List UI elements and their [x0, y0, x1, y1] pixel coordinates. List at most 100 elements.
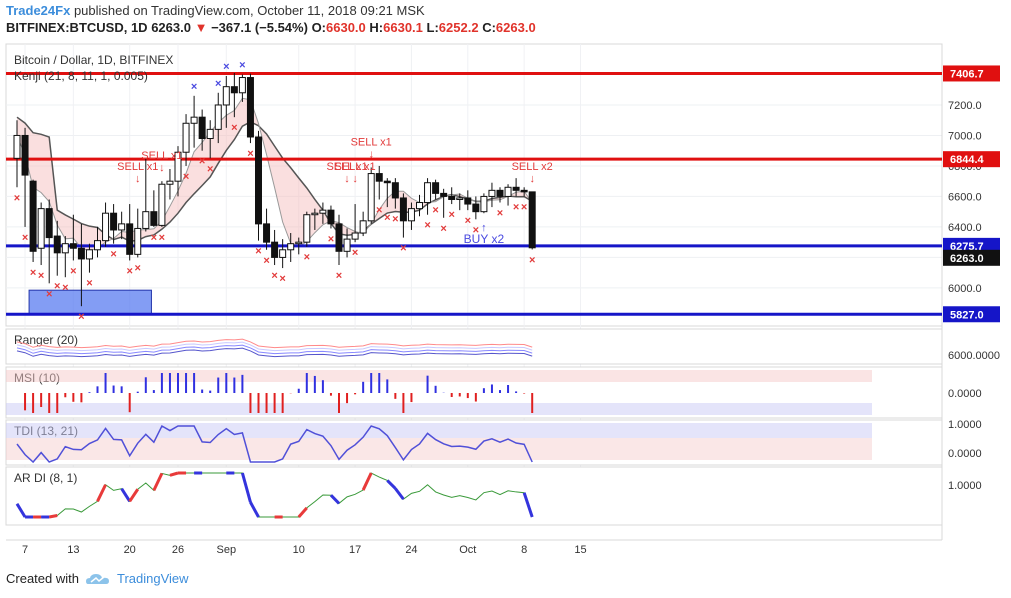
x-tick-label: Sep [217, 544, 237, 556]
candle [190, 95, 198, 148]
high-value: 6630.1 [383, 20, 423, 35]
sell-x-marker: × [352, 247, 358, 259]
ardi-signal-segment [128, 488, 139, 503]
open-value: 6630.0 [326, 20, 366, 35]
sell-x-marker: × [521, 201, 527, 213]
publisher-name[interactable]: Trade24Fx [6, 3, 71, 18]
candle [303, 211, 311, 247]
indicator-pane-title: AR DI (8, 1) [14, 471, 77, 485]
candle-body [496, 189, 504, 197]
sell-x-marker: × [465, 215, 471, 227]
last-price-tag [943, 249, 1000, 266]
sell-arrow-icon: ↓ [135, 173, 141, 185]
candle [246, 73, 254, 144]
down-arrow-icon: ▼ [194, 20, 208, 35]
candle-body [424, 182, 432, 204]
symbol-line: BITFINEX:BTCUSD, 1D 6263.0 ▼ −367.1 (−5.… [6, 19, 536, 36]
buy-x-marker: × [191, 81, 197, 93]
last-price-label: 6263.0 [950, 253, 984, 265]
close-value: 6263.0 [495, 20, 536, 35]
ranger-band-line [16, 341, 533, 352]
candle-body [391, 182, 399, 199]
sell-x-marker: × [328, 233, 334, 245]
candle [110, 204, 118, 244]
tdi-line [16, 424, 533, 464]
sell-x-marker: × [110, 249, 116, 261]
symbol-label: BITFINEX:BTCUSD, 1D [6, 20, 148, 35]
candle [432, 179, 440, 200]
x-tick-label: Oct [459, 544, 476, 556]
sell-x-marker: × [62, 282, 68, 294]
candle [198, 109, 206, 151]
candle-body [85, 249, 93, 260]
last-price: 6263.0 [151, 20, 191, 35]
sell-x-marker: × [529, 254, 535, 266]
price-pane [5, 43, 943, 327]
candle-body [448, 195, 456, 200]
candle-body [528, 191, 536, 249]
candle-body [126, 223, 134, 255]
candle-body [504, 186, 512, 197]
candle [174, 146, 182, 197]
sell-x-marker: × [376, 204, 382, 216]
candle [102, 202, 110, 247]
x-tick-label: 13 [67, 544, 79, 556]
candle-body [166, 180, 174, 185]
candle-body [303, 214, 311, 243]
sell-x-marker: × [432, 204, 438, 216]
ardi-signal-segment [169, 471, 179, 477]
candle [295, 237, 303, 255]
sell-signal-label: SELL x1 [326, 161, 367, 173]
candle-body [456, 197, 464, 200]
candle [158, 181, 166, 227]
candle-body [311, 212, 319, 216]
candle-body [214, 104, 222, 130]
pane-value-label: 1.0000 [948, 419, 982, 431]
x-tick-label: 8 [521, 544, 527, 556]
sell-arrow-icon: ↓ [344, 173, 350, 185]
candle-body [230, 86, 238, 94]
sell-x-marker: × [424, 220, 430, 232]
y-tick-label: 7200.0 [948, 100, 982, 112]
candle [359, 211, 367, 237]
sell-x-marker: × [135, 262, 141, 274]
sell-x-marker: × [86, 278, 92, 290]
candle [85, 243, 93, 273]
candle-body [110, 212, 118, 231]
chart-header: Trade24Fx published on TradingView.com, … [6, 2, 536, 36]
candle [480, 193, 488, 214]
sell-x-marker: × [14, 192, 20, 204]
candle [45, 199, 53, 284]
high-label: H: [369, 20, 384, 35]
indicator-pane [5, 466, 943, 526]
candle [150, 190, 158, 227]
sell-x-marker: × [247, 148, 253, 160]
candle-body [222, 86, 230, 106]
candle [53, 220, 61, 276]
candle [504, 184, 512, 206]
sell-arrow-icon: ↓ [159, 162, 165, 174]
ranger-band-line [16, 344, 533, 355]
candle-body [150, 211, 158, 226]
x-tick-label: 20 [124, 544, 136, 556]
candle-body [359, 220, 367, 234]
candle [399, 193, 407, 238]
candle [448, 187, 456, 205]
sell-x-marker: × [279, 273, 285, 285]
tradingview-link[interactable]: TradingView [116, 571, 189, 586]
x-tick-label: 15 [574, 544, 586, 556]
candle-body [520, 189, 528, 193]
candle-body [432, 182, 440, 194]
price-level-label: 6844.4 [950, 154, 985, 166]
sell-signal-label: SELL x1 [335, 161, 376, 173]
candle [255, 130, 262, 241]
sell-x-marker: × [199, 156, 205, 168]
sell-x-marker: × [78, 311, 84, 323]
candle-body [182, 122, 190, 153]
publish-info: published on TradingView.com, October 11… [73, 3, 425, 18]
indicator-pane [5, 328, 943, 365]
candle-body [77, 247, 85, 260]
candle [61, 236, 69, 278]
buy-arrow-icon: ↑ [481, 222, 487, 234]
sell-signal-label: SELL x1 [117, 161, 158, 173]
